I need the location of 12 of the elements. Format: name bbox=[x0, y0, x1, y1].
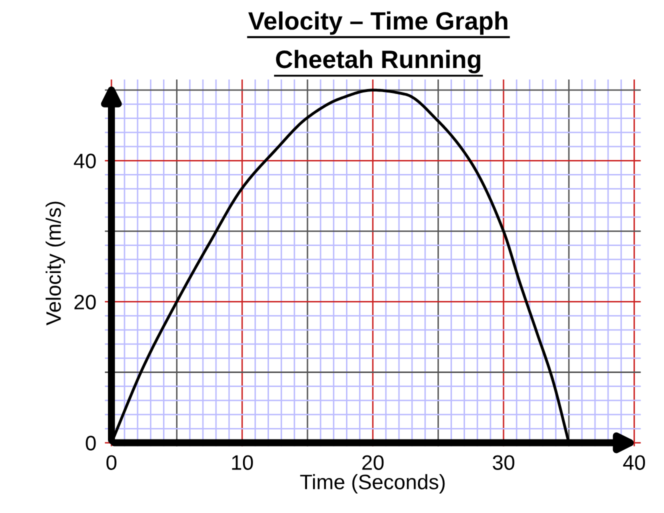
x-tick-label: 10 bbox=[232, 455, 253, 470]
y-tick-label: 40 bbox=[74, 154, 96, 168]
x-tick-label: 40 bbox=[623, 455, 645, 470]
x-tick-label: 30 bbox=[492, 455, 514, 470]
chart-title: Velocity – Time Graph bbox=[248, 11, 508, 35]
x-tick-label: 0 bbox=[106, 455, 116, 470]
y-tick-label: 0 bbox=[86, 436, 96, 451]
chart-subtitle: Cheetah Running bbox=[276, 50, 480, 74]
x-tick-label: 20 bbox=[362, 455, 384, 470]
y-axis-title: Velocity (m/s) bbox=[46, 202, 66, 326]
y-tick-label: 20 bbox=[74, 294, 96, 310]
x-axis-title: Time (Seconds) bbox=[300, 474, 445, 494]
